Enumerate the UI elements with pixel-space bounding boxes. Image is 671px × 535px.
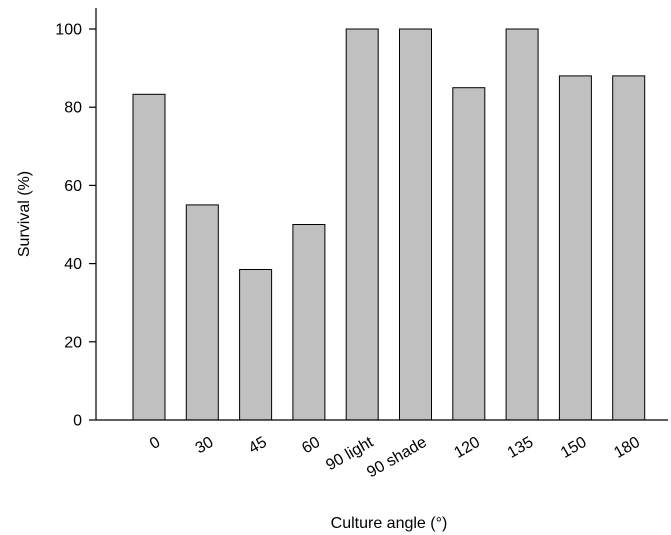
- bar-90-light: [345, 28, 379, 421]
- x-tick-label: 135: [505, 434, 537, 462]
- y-axis-ticks: 0 20 40 60 80 100: [55, 22, 96, 430]
- x-tick-label: 30: [193, 434, 217, 458]
- bars: [132, 28, 646, 421]
- bar-180: [612, 75, 646, 421]
- y-tick-label: 20: [64, 334, 82, 351]
- bar-135: [505, 28, 539, 421]
- x-tick-label: 150: [558, 434, 590, 462]
- x-tick-label: 90 shade: [364, 434, 430, 482]
- y-axis-title: Survival (%): [16, 171, 33, 257]
- bar-45: [239, 269, 273, 421]
- y-tick-label: 60: [64, 178, 82, 195]
- x-tick-label: 180: [611, 434, 643, 462]
- bar-90-shade: [399, 28, 432, 421]
- x-axis-title: Culture angle (°): [331, 515, 448, 532]
- bar-0: [132, 93, 166, 421]
- y-tick-label: 80: [64, 100, 82, 117]
- y-tick-label: 100: [55, 22, 82, 39]
- bar-120: [452, 87, 486, 421]
- axes: [95, 8, 668, 421]
- bar-150: [558, 75, 592, 421]
- x-tick-label: 45: [246, 434, 270, 458]
- x-tick-label: 0: [147, 434, 163, 453]
- x-tick-label: 120: [451, 434, 483, 462]
- x-tick-label: 60: [299, 434, 323, 458]
- y-tick-label: 0: [73, 413, 82, 430]
- bar-30: [185, 204, 219, 421]
- bar-60: [292, 224, 326, 421]
- y-tick-label: 40: [64, 256, 82, 273]
